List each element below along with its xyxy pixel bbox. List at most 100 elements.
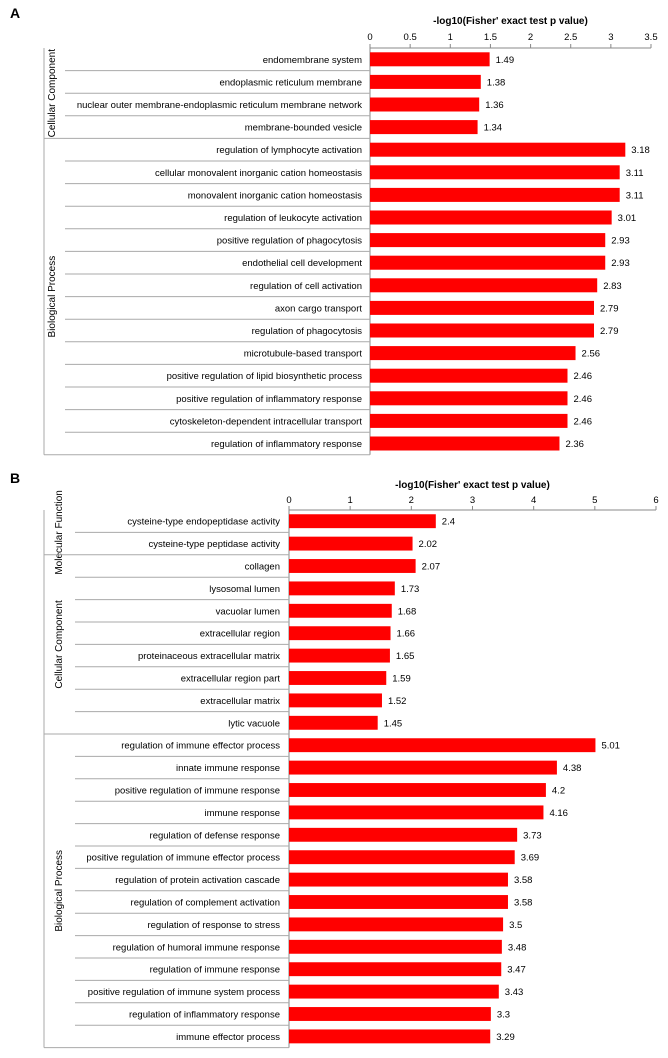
x-tick-label: 3	[608, 32, 613, 43]
chart-panel-b: B -log10(Fisher' exact test p value) 0 1 2 3 4…	[10, 470, 659, 1049]
data-label: 2.93	[611, 258, 630, 269]
category-label: regulation of response to stress	[147, 920, 280, 931]
bar	[370, 255, 606, 270]
category-label: lysosomal lumen	[209, 584, 280, 595]
category-label: regulation of leukocyte activation	[224, 213, 362, 224]
category-label: extracellular region part	[181, 674, 281, 685]
data-label: 2.79	[600, 326, 619, 337]
bar	[289, 559, 416, 573]
panel-label: B	[10, 470, 20, 486]
data-label: 4.38	[563, 763, 582, 774]
category-label: cysteine-type peptidase activity	[149, 539, 281, 550]
bar	[370, 52, 490, 67]
category-label: positive regulation of inflammatory resp…	[176, 394, 362, 405]
data-label: 1.65	[396, 651, 415, 662]
category-label: microtubule-based transport	[244, 349, 363, 360]
category-label: regulation of protein activation cascade	[115, 875, 280, 886]
x-tick-label: 0	[367, 32, 372, 43]
bar	[289, 895, 508, 909]
data-label: 2.46	[574, 394, 593, 405]
bar	[289, 1029, 491, 1044]
data-label: 2.07	[422, 562, 441, 573]
data-label: 1.45	[384, 718, 403, 729]
bar	[289, 715, 378, 730]
x-tick-label: 0	[286, 495, 291, 506]
data-label: 1.73	[401, 584, 420, 595]
category-label: innate immune response	[176, 763, 280, 774]
x-tick-label: 3	[470, 495, 475, 506]
category-label: collagen	[245, 562, 280, 573]
data-label: 2.46	[574, 371, 593, 382]
category-label: monovalent inorganic cation homeostasis	[188, 190, 363, 201]
category-label: regulation of inflammatory response	[211, 439, 362, 450]
data-label: 4.2	[552, 786, 565, 797]
bar	[289, 603, 392, 618]
category-label: cysteine-type endopeptidase activity	[127, 517, 280, 528]
data-label: 2.46	[574, 416, 593, 427]
bar	[289, 872, 508, 887]
x-tick-label: 2	[528, 32, 533, 43]
bar	[289, 626, 391, 641]
bar	[370, 233, 606, 248]
bar	[289, 648, 390, 663]
bar	[370, 323, 594, 338]
bar	[370, 187, 620, 202]
data-label: 1.66	[397, 629, 416, 640]
group-label: Molecular Function	[54, 490, 65, 574]
category-label: regulation of inflammatory response	[129, 1010, 280, 1021]
x-tick-label: 1	[348, 495, 353, 506]
bar	[289, 536, 413, 551]
data-label: 1.34	[484, 123, 503, 134]
category-label: regulation of lymphocyte activation	[216, 145, 362, 156]
data-label: 1.68	[398, 606, 417, 617]
group-label: Biological Process	[47, 256, 58, 338]
x-tick-label: 1.5	[484, 32, 497, 43]
category-label: immune effector process	[176, 1032, 280, 1043]
data-label: 3.73	[523, 830, 542, 841]
data-label: 2.93	[611, 236, 630, 247]
bar	[370, 278, 598, 293]
category-label: regulation of immune response	[150, 965, 280, 976]
category-label: axon cargo transport	[275, 303, 362, 314]
category-label: nuclear outer membrane-endoplasmic retic…	[77, 100, 362, 111]
data-label: 3.43	[505, 987, 523, 998]
data-label: 3.58	[514, 875, 533, 886]
data-label: 5.01	[601, 741, 620, 752]
data-label: 3.3	[497, 1010, 510, 1021]
bar	[289, 1007, 491, 1021]
category-label: regulation of cell activation	[250, 281, 362, 292]
bar	[289, 693, 382, 708]
x-tick-label: 6	[653, 495, 658, 506]
category-label: immune response	[204, 808, 280, 819]
category-label: extracellular region	[200, 629, 280, 640]
bar	[289, 984, 499, 999]
x-tick-label: 4	[531, 495, 536, 506]
category-label: positive regulation of immune effector p…	[86, 853, 280, 864]
category-label: positive regulation of immune response	[115, 786, 280, 797]
data-label: 2.83	[603, 281, 622, 292]
bar	[289, 962, 502, 977]
group-label: Cellular Component	[47, 49, 58, 138]
category-label: endothelial cell development	[242, 258, 362, 269]
bar	[289, 738, 596, 753]
bar	[289, 827, 518, 842]
bar	[370, 346, 576, 361]
data-label: 3.18	[631, 145, 650, 156]
data-label: 1.36	[485, 100, 504, 111]
bar	[370, 165, 620, 180]
bar	[289, 917, 504, 932]
category-label: endoplasmic reticulum membrane	[219, 77, 362, 88]
bar	[370, 413, 568, 428]
category-label: regulation of complement activation	[131, 898, 280, 909]
bar	[289, 939, 502, 954]
panel-label: A	[10, 5, 20, 21]
category-label: extracellular matrix	[200, 696, 280, 707]
data-label: 3.11	[626, 190, 644, 201]
bar	[289, 850, 515, 865]
data-label: 2.79	[600, 303, 619, 314]
category-label: membrane-bounded vesicle	[245, 123, 362, 134]
data-label: 3.48	[508, 942, 527, 953]
data-label: 2.56	[582, 349, 601, 360]
bar	[370, 210, 612, 225]
data-label: 3.69	[521, 853, 540, 864]
